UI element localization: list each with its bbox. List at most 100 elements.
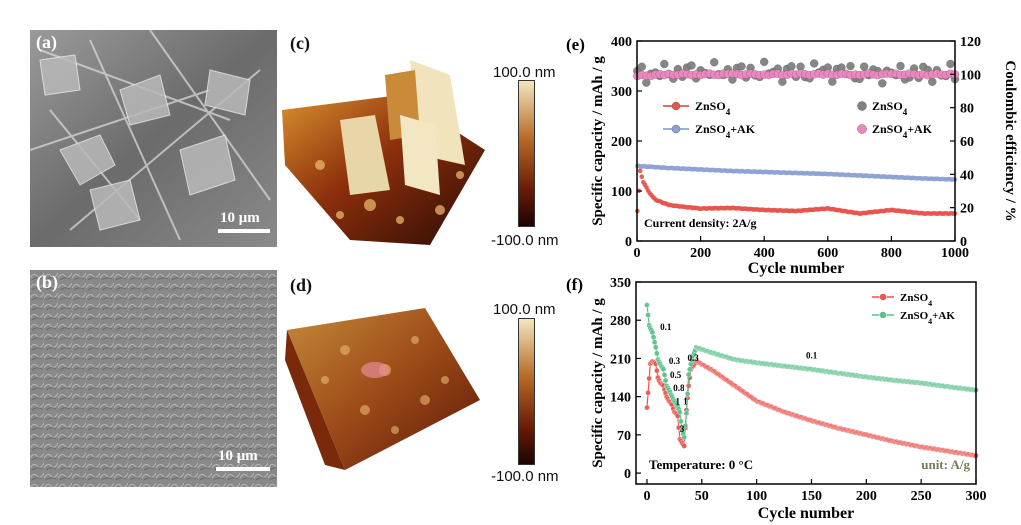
y-tick-label-e: 0 bbox=[625, 235, 632, 250]
point-f bbox=[644, 302, 650, 308]
colorbar-d bbox=[518, 318, 535, 465]
colorbar-min-d: -100.0 nm bbox=[491, 468, 559, 485]
y-tick-label-f: 280 bbox=[610, 314, 631, 329]
plot-frame-f bbox=[635, 281, 977, 485]
panel-label-c: (c) bbox=[290, 33, 310, 53]
x-tick-label-f: 150 bbox=[801, 489, 822, 504]
afm-surface-c bbox=[282, 60, 485, 245]
point-e bbox=[710, 58, 719, 67]
y2-tick-label-e: 100 bbox=[960, 68, 981, 83]
rate-label-f: 0.3 bbox=[669, 356, 681, 366]
x-tick-label-f: 50 bbox=[695, 489, 709, 504]
point-e bbox=[928, 77, 937, 86]
y-tick-label-f: 70 bbox=[617, 429, 631, 444]
legend-e-left-0: ZnSO4 bbox=[663, 99, 731, 117]
panel-label-d: (d) bbox=[290, 275, 312, 295]
point-e bbox=[737, 62, 746, 71]
scale-text-b: 10 μm bbox=[218, 448, 258, 464]
legend-f-0: ZnSO4 bbox=[872, 292, 932, 308]
point-f bbox=[649, 329, 656, 336]
point-f bbox=[684, 390, 691, 397]
panel-label-f: (f) bbox=[566, 275, 583, 294]
point-e bbox=[787, 62, 796, 71]
legend-f-1: ZnSO4+AK bbox=[872, 310, 955, 326]
point-f bbox=[652, 344, 659, 351]
point-f bbox=[661, 372, 668, 378]
point-f bbox=[686, 366, 693, 373]
chart-f: 0 50 100 150 200 250 300 0 70 140 210 280 350 Cycle n… bbox=[566, 275, 987, 522]
colorbar-max-d: 100.0 nm bbox=[493, 301, 556, 318]
legend-marker bbox=[879, 293, 887, 301]
y2-tick-label-e: 120 bbox=[960, 35, 981, 50]
y-tick-label-e: 100 bbox=[611, 185, 632, 200]
x-tick-label-f: 300 bbox=[966, 489, 987, 504]
y2-tick-label-e: 40 bbox=[960, 168, 974, 183]
point-f bbox=[681, 443, 688, 449]
x-tick-label-f: 250 bbox=[911, 489, 932, 504]
x-tick-label-f: 0 bbox=[643, 489, 650, 504]
y-axis-label-e: Specific capacity / mAh / g bbox=[590, 56, 606, 226]
y2-axis-label-e: Coulombic efficiency / % bbox=[1002, 60, 1018, 221]
x-tick-label-e: 800 bbox=[881, 246, 902, 261]
point-f bbox=[662, 377, 669, 384]
legend-marker bbox=[857, 101, 867, 111]
series-f-0 bbox=[644, 358, 979, 459]
annotation-e: Current density: 2A/g bbox=[644, 216, 756, 230]
rate-label-f: 3 bbox=[680, 424, 685, 434]
chart-e: 0 200 400 600 800 100001002003004000204060801… bbox=[566, 35, 1018, 277]
point-e bbox=[846, 61, 855, 71]
point-f bbox=[654, 350, 660, 357]
point-e bbox=[878, 79, 887, 88]
rate-label-f: 0.3 bbox=[688, 353, 700, 363]
scale-text-a: 10 μm bbox=[220, 210, 260, 226]
panel-label-b: (b) bbox=[36, 272, 58, 292]
x-tick-label-f: 200 bbox=[856, 489, 877, 504]
point-f bbox=[681, 434, 688, 441]
x-tick-label-e: 1000 bbox=[941, 246, 969, 261]
rate-label-f: 1 bbox=[675, 396, 680, 406]
point-f bbox=[645, 312, 651, 318]
scale-bar-a bbox=[218, 229, 270, 233]
point-e bbox=[687, 61, 696, 70]
legend-label: ZnSO4+AK bbox=[900, 310, 955, 326]
afm-surface-d bbox=[285, 308, 480, 470]
annotation-f-left: Temperature: 0 °C bbox=[649, 457, 753, 472]
rate-label-f: 1 bbox=[683, 396, 688, 406]
y2-tick-label-e: 60 bbox=[960, 135, 974, 150]
legend-marker bbox=[671, 124, 681, 134]
point-f bbox=[677, 409, 683, 415]
y-tick-label-e: 200 bbox=[611, 135, 632, 150]
line-f bbox=[646, 360, 977, 457]
panel-label-e: (e) bbox=[566, 35, 585, 54]
x-axis-label-e: Cycle number bbox=[748, 260, 844, 277]
point-f bbox=[650, 334, 657, 341]
legend-marker bbox=[879, 311, 887, 319]
legend-label: ZnSO4 bbox=[872, 99, 908, 117]
y-axis-label-f: Specific capacity / mAh / g bbox=[590, 298, 606, 468]
y2-tick-label-e: 0 bbox=[960, 235, 967, 250]
point-f bbox=[651, 339, 658, 345]
rate-label-f: 0.5 bbox=[670, 370, 682, 380]
y-tick-label-f: 140 bbox=[610, 391, 631, 406]
y-tick-label-e: 400 bbox=[611, 35, 632, 50]
scale-bar-b bbox=[216, 467, 270, 471]
x-tick-label-f: 100 bbox=[746, 489, 767, 504]
legend-e-right-1: ZnSO4+AK bbox=[857, 122, 933, 140]
point-f bbox=[644, 404, 650, 411]
series-e-1 bbox=[635, 163, 958, 182]
y2-tick-label-e: 80 bbox=[960, 102, 974, 117]
y2-tick-label-e: 20 bbox=[960, 202, 974, 217]
rate-label-f: 0.1 bbox=[806, 350, 818, 360]
point-e bbox=[637, 168, 643, 174]
point-e bbox=[660, 59, 669, 69]
annotation-f-right: unit: A/g bbox=[921, 457, 970, 472]
x-tick-label-e: 600 bbox=[817, 246, 838, 261]
rate-label-f: 0.1 bbox=[660, 322, 672, 332]
legend-marker bbox=[671, 101, 681, 111]
x-tick-label-e: 400 bbox=[754, 246, 775, 261]
point-e bbox=[760, 57, 769, 67]
x-axis-label-f: Cycle number bbox=[758, 505, 854, 522]
legend-label: ZnSO4 bbox=[900, 292, 932, 308]
colorbar-c bbox=[518, 80, 535, 227]
sem-image-a: (a) 10 μm bbox=[30, 30, 277, 247]
